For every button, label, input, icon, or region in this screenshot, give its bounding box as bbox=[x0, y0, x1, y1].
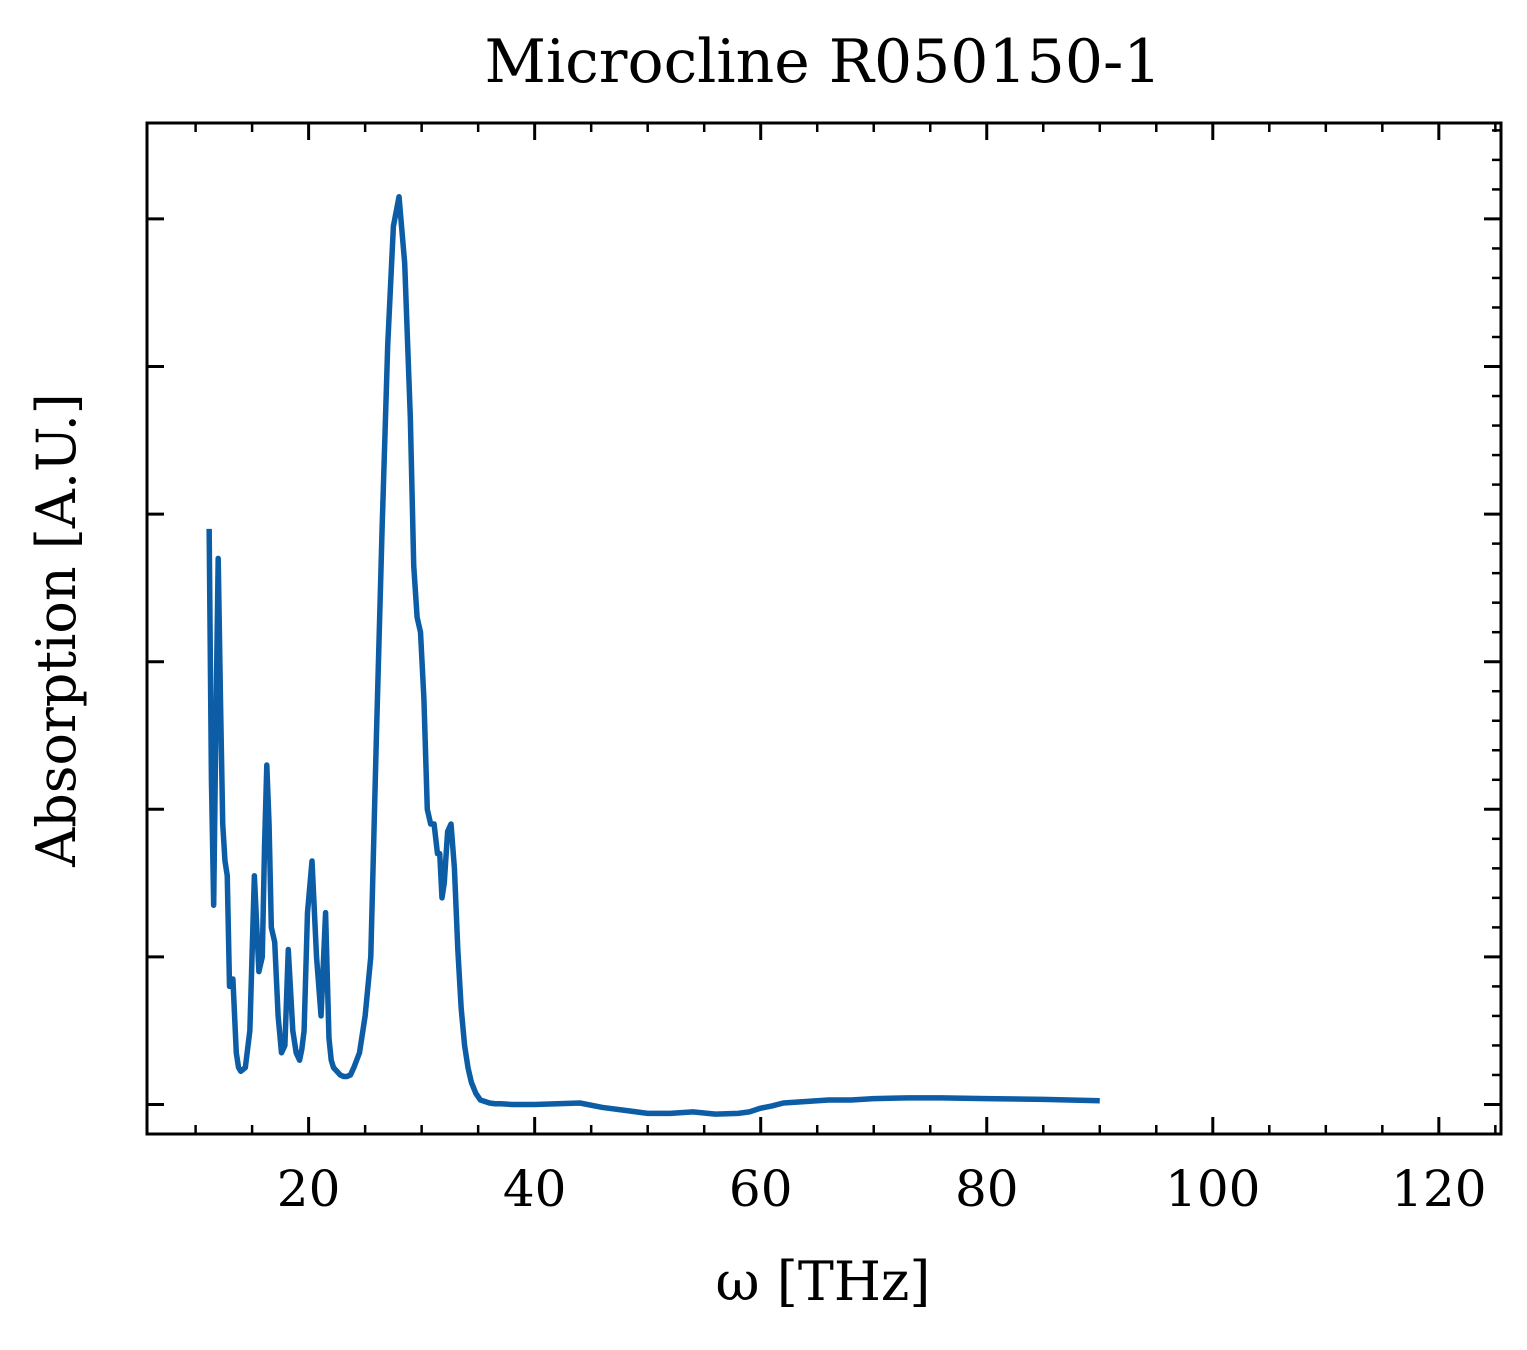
plot-frame bbox=[145, 121, 1503, 1136]
series-layer bbox=[206, 194, 1100, 1117]
x-axis-label: ω [THz] bbox=[716, 1250, 931, 1313]
series-line bbox=[206, 194, 1100, 1117]
x-tick-label: 120 bbox=[1391, 1160, 1486, 1218]
x-tick-label: 20 bbox=[277, 1160, 341, 1218]
x-tick-label: 80 bbox=[955, 1160, 1019, 1218]
x-tick-label: 40 bbox=[503, 1160, 567, 1218]
chart-title: Microcline R050150-1 bbox=[485, 27, 1162, 97]
y-axis-label: Absorption [A.U.] bbox=[25, 393, 88, 868]
x-tick-label: 100 bbox=[1165, 1160, 1260, 1218]
ticks-layer: 20 40 60 80 100 120 bbox=[147, 123, 1501, 1218]
x-tick-label: 60 bbox=[729, 1160, 793, 1218]
